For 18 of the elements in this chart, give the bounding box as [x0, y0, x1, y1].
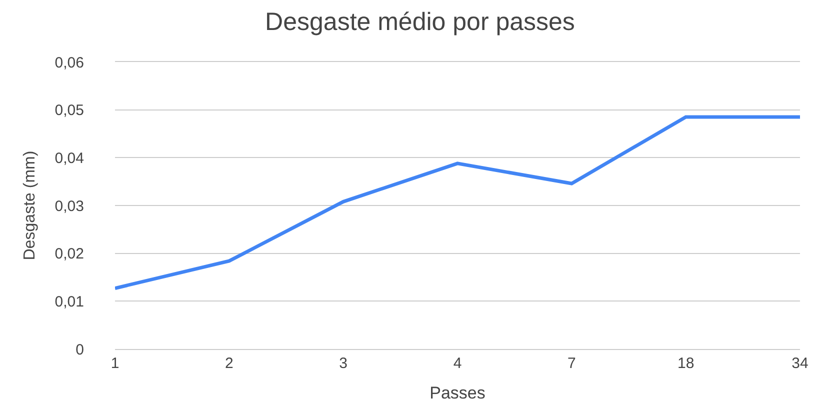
- line-series: [115, 115, 800, 290]
- y-tick-label: 0,02: [54, 246, 84, 263]
- x-axis-title: Passes: [430, 383, 486, 402]
- chart-title: Desgaste médio por passes: [265, 8, 575, 36]
- y-tick-label: 0,01: [54, 293, 84, 310]
- x-tick-label: 2: [225, 355, 234, 372]
- x-tick-label: 4: [453, 355, 462, 372]
- y-tick-label: 0,06: [54, 54, 84, 72]
- y-tick-label: 0,04: [54, 150, 84, 167]
- y-tick-label: 0,03: [54, 198, 84, 215]
- x-tick-label: 3: [339, 355, 348, 372]
- x-tick-label: 7: [568, 355, 576, 372]
- x-tick-label: 34: [792, 355, 808, 372]
- x-tick-label: 18: [677, 355, 694, 372]
- y-axis-title: Desgaste (mm): [22, 150, 39, 260]
- y-tick-label: 0,05: [54, 102, 84, 120]
- y-tick-label: 0: [76, 341, 84, 358]
- x-tick-label: 1: [110, 355, 120, 372]
